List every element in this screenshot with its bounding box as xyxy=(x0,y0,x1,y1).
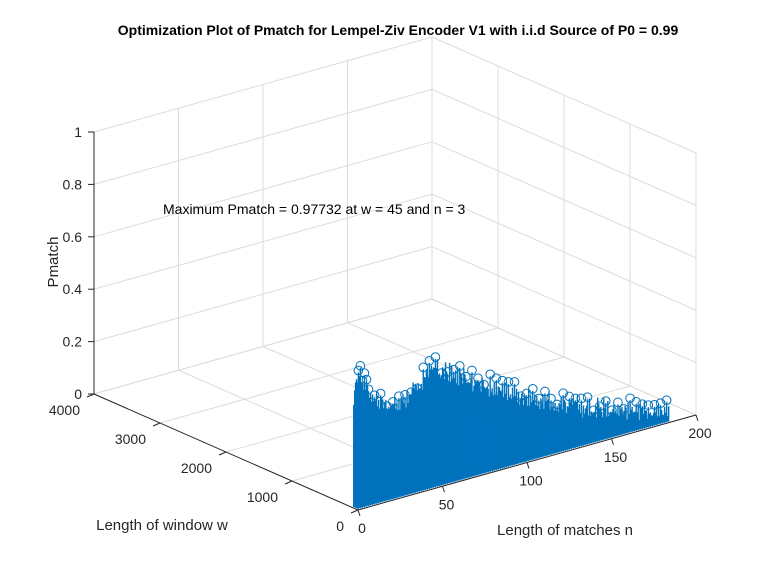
x-tick-mark xyxy=(526,462,530,469)
marker xyxy=(394,391,404,401)
x-tick-mark xyxy=(611,438,614,445)
x-tick-mark xyxy=(357,509,361,517)
z-axis-label: Pmatch xyxy=(45,237,62,288)
marker xyxy=(655,398,666,408)
marker xyxy=(637,399,648,409)
grid-line xyxy=(431,88,697,206)
z-tick-label: 0.6 xyxy=(63,229,83,245)
z-tick-label: 0.4 xyxy=(63,281,83,297)
x-tick-mark xyxy=(442,486,445,493)
grid-line xyxy=(93,246,433,343)
marker xyxy=(388,397,398,407)
y-tick-label: 0 xyxy=(336,518,344,534)
marker xyxy=(649,400,660,410)
marker xyxy=(479,380,489,390)
marker xyxy=(552,399,562,410)
marker xyxy=(430,352,441,362)
x-axis-label: Length of matches n xyxy=(497,522,633,539)
y-tick-mark xyxy=(152,422,161,427)
marker xyxy=(355,361,366,371)
marker xyxy=(558,388,568,399)
y-tick-mark xyxy=(284,480,293,485)
grid-line xyxy=(431,246,697,364)
marker xyxy=(473,373,483,384)
marker xyxy=(607,405,617,416)
marker xyxy=(461,371,471,382)
max-annotation: Maximum Pmatch = 0.97732 at w = 45 and n… xyxy=(163,201,466,217)
x-tick-label: 100 xyxy=(519,473,543,489)
marker xyxy=(534,393,544,404)
grid-line xyxy=(93,193,433,290)
z-tick-label: 0.8 xyxy=(63,176,83,192)
marker xyxy=(643,400,654,410)
x-tick-label: 150 xyxy=(604,449,628,465)
marker xyxy=(442,367,453,377)
tick-labels: 0501001502000100020003000400000.20.40.60… xyxy=(49,124,712,536)
marker xyxy=(412,383,422,394)
marker xyxy=(353,365,364,376)
marker xyxy=(564,391,575,402)
marker xyxy=(594,401,605,412)
marker xyxy=(527,384,538,394)
marker xyxy=(661,395,672,406)
grid-line xyxy=(431,36,697,154)
y-tick-mark xyxy=(218,451,227,456)
marker xyxy=(497,375,508,386)
marker xyxy=(600,396,611,406)
z-tick-label: 1 xyxy=(74,124,82,140)
y-tick-mark xyxy=(350,509,359,514)
marker xyxy=(454,361,465,371)
marker xyxy=(515,391,526,402)
y-tick-label: 1000 xyxy=(247,489,278,505)
y-tick-label: 4000 xyxy=(49,402,80,418)
marker xyxy=(576,393,587,404)
grid-line xyxy=(93,298,433,395)
x-tick-label: 0 xyxy=(358,520,366,536)
x-tick-mark xyxy=(695,414,699,422)
y-tick-label: 3000 xyxy=(115,431,146,447)
marker xyxy=(546,393,556,404)
marker xyxy=(619,404,629,414)
marker xyxy=(363,384,374,395)
marker xyxy=(631,397,642,407)
marker xyxy=(436,368,447,378)
marker-series xyxy=(353,352,672,416)
grid-line xyxy=(431,193,697,311)
marker xyxy=(613,397,623,408)
marker xyxy=(521,388,532,399)
marker xyxy=(503,377,514,387)
grid-line xyxy=(93,88,433,185)
stem-series xyxy=(353,359,670,509)
marker xyxy=(509,377,520,387)
chart-title: Optimization Plot of Pmatch for Lempel-Z… xyxy=(118,22,679,38)
marker xyxy=(359,368,370,378)
grid-line xyxy=(93,36,433,133)
y-axis-label: Length of window w xyxy=(96,517,228,534)
marker xyxy=(540,386,550,397)
marker xyxy=(418,362,429,373)
x-tick-label: 50 xyxy=(439,496,455,512)
marker xyxy=(375,388,386,399)
marker xyxy=(357,375,368,386)
z-tick-label: 0.2 xyxy=(63,334,83,350)
grid-line xyxy=(431,141,697,259)
grid-line xyxy=(159,327,499,424)
y-tick-label: 2000 xyxy=(181,460,212,476)
marker xyxy=(369,390,380,401)
marker xyxy=(570,393,581,404)
marker xyxy=(491,373,502,383)
marker xyxy=(582,392,593,402)
grid-line xyxy=(93,141,433,238)
x-tick-label: 200 xyxy=(688,425,712,441)
marker xyxy=(361,374,372,385)
grid-line xyxy=(431,298,697,416)
z-tick-label: 0 xyxy=(74,386,82,402)
axes xyxy=(86,131,699,517)
marker xyxy=(467,365,477,376)
marker xyxy=(400,390,410,400)
